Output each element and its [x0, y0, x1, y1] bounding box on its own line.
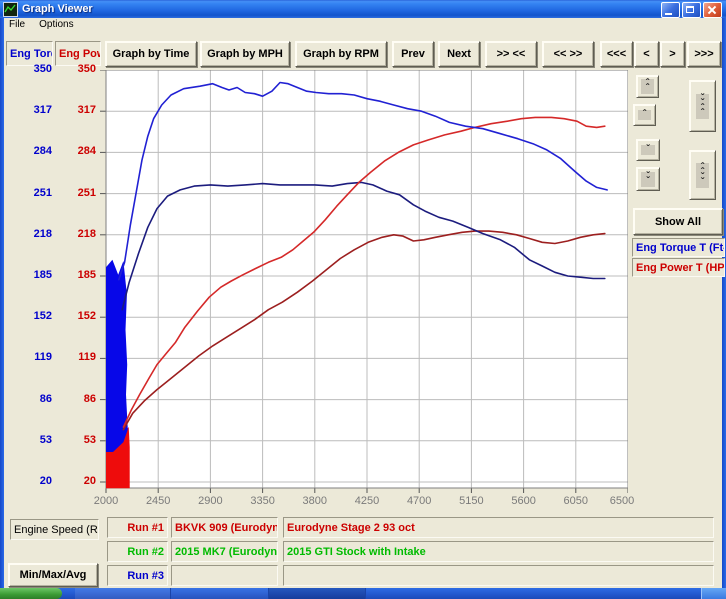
y-tick-label: 53	[39, 433, 52, 446]
y-tick-label: 20	[83, 475, 96, 487]
window-title: Graph Viewer	[22, 3, 93, 15]
y-tick-label: 350	[33, 63, 52, 75]
show-all-button[interactable]: Show All	[633, 208, 723, 235]
app-icon	[3, 1, 18, 17]
menu-options[interactable]: Options	[39, 19, 74, 30]
graph-by-mph-button[interactable]: Graph by MPH	[200, 41, 290, 67]
x-tick-label: 2900	[198, 495, 223, 507]
scroll-up-button[interactable]: ˆ	[633, 104, 656, 126]
taskbar-window-button[interactable]	[75, 588, 171, 599]
y-tick-label: 251	[77, 186, 96, 199]
y-tick-label: 185	[77, 269, 96, 281]
system-tray	[701, 588, 726, 599]
scroll-right-fast-button[interactable]: >>>	[687, 41, 721, 67]
y-tick-label: 218	[77, 227, 96, 240]
x-tick-label: 4250	[354, 495, 380, 507]
y-tick-label: 20	[39, 475, 52, 487]
run1-description-field[interactable]: Eurodyne Stage 2 93 oct	[283, 517, 714, 538]
close-button[interactable]	[703, 2, 722, 18]
run3-name-field[interactable]	[171, 565, 278, 586]
run1-name-field[interactable]: BKVK 909 (Eurodyne, I	[171, 517, 278, 538]
taskbar	[0, 588, 726, 599]
run2-label: Run #2	[107, 541, 168, 562]
run3-description-field[interactable]	[283, 565, 714, 586]
y-tick-label: 284	[33, 145, 52, 158]
maximize-button[interactable]	[682, 2, 701, 18]
scroll-right-button[interactable]: >	[660, 41, 685, 67]
title-bar: Graph Viewer	[0, 0, 726, 18]
x-axis-title-box: Engine Speed (RPM	[10, 519, 99, 540]
chevron-icon: ˆ	[637, 110, 652, 120]
y-tick-label: 119	[34, 351, 52, 364]
x-tick-label: 3350	[250, 495, 275, 507]
start-button-fragment[interactable]	[0, 588, 62, 599]
legend-item-torque[interactable]: Eng Torque T (Ft-l	[632, 238, 725, 257]
taskbar-window-button[interactable]	[269, 588, 366, 599]
run2-name-field[interactable]: 2015 MK7 (Eurodyne, E	[171, 541, 278, 562]
dyno-chart	[100, 69, 629, 494]
x-tick-label: 4700	[406, 495, 432, 507]
legend-item-power[interactable]: Eng Power T (HP)	[632, 258, 725, 277]
run2-description-field[interactable]: 2015 GTI Stock with Intake	[283, 541, 714, 562]
y-tick-label: 152	[77, 310, 96, 323]
run3-label: Run #3	[107, 565, 168, 586]
taskbar-window-button[interactable]	[171, 588, 269, 599]
chevron-icon: ˇ ˇ	[641, 171, 655, 187]
chevron-icon: ˇ	[641, 145, 655, 155]
min-max-avg-button[interactable]: Min/Max/Avg	[8, 563, 98, 587]
scroll-left-button[interactable]: <	[634, 41, 659, 67]
y-tick-label: 350	[77, 63, 96, 75]
window-border-right	[722, 18, 726, 588]
y-tick-label: 218	[33, 227, 52, 240]
x-tick-label: 6500	[609, 495, 635, 507]
menu-bar: File Options	[4, 18, 722, 31]
minimize-button[interactable]	[661, 2, 680, 18]
scroll-left-fast-button[interactable]: <<<	[600, 41, 633, 67]
y-tick-label: 53	[83, 433, 96, 446]
compress-vertical-button[interactable]: ˇ ˇ ˆ ˆ	[689, 80, 716, 132]
y-tick-label: 317	[77, 104, 96, 117]
y-tick-label: 317	[33, 104, 52, 117]
chevron-icon: ˆ ˆ ˇ ˇ	[695, 162, 710, 188]
y-tick-label: 284	[77, 145, 96, 158]
zoom-in-horizontal-button[interactable]: >> <<	[485, 41, 537, 67]
y-tick-label: 251	[33, 186, 52, 199]
x-tick-label: 2450	[145, 495, 171, 507]
x-tick-label: 5150	[459, 495, 484, 507]
y-tick-label: 119	[78, 351, 96, 364]
x-tick-label: 2000	[93, 495, 119, 507]
zoom-out-horizontal-button[interactable]: << >>	[542, 41, 594, 67]
x-tick-label: 6050	[563, 495, 589, 507]
x-tick-label: 5600	[511, 495, 536, 507]
next-button[interactable]: Next	[438, 41, 480, 67]
scroll-up-fast-button[interactable]: ˆ ˆ	[636, 75, 659, 98]
y-tick-label: 185	[33, 269, 52, 281]
window-border-left	[0, 18, 4, 588]
prev-button[interactable]: Prev	[392, 41, 434, 67]
menu-file[interactable]: File	[9, 19, 26, 30]
graph-by-rpm-button[interactable]: Graph by RPM	[295, 41, 387, 67]
scroll-down-fast-button[interactable]: ˇ ˇ	[636, 167, 660, 191]
x-tick-label: 3800	[302, 495, 328, 507]
chevron-icon: ˇ ˇ ˆ ˆ	[695, 93, 710, 119]
torque-axis-header: Eng Torque	[6, 41, 53, 66]
expand-vertical-button[interactable]: ˆ ˆ ˇ ˇ	[689, 150, 716, 200]
y-tick-label: 86	[83, 392, 96, 405]
y-tick-label: 152	[33, 310, 52, 323]
power-axis-header: Eng Power	[55, 41, 101, 66]
run1-label: Run #1	[107, 517, 168, 538]
scroll-down-button[interactable]: ˇ	[636, 139, 660, 161]
graph-by-time-button[interactable]: Graph by Time	[105, 41, 197, 67]
y-tick-label: 86	[39, 392, 52, 405]
chevron-icon: ˆ ˆ	[640, 79, 655, 94]
